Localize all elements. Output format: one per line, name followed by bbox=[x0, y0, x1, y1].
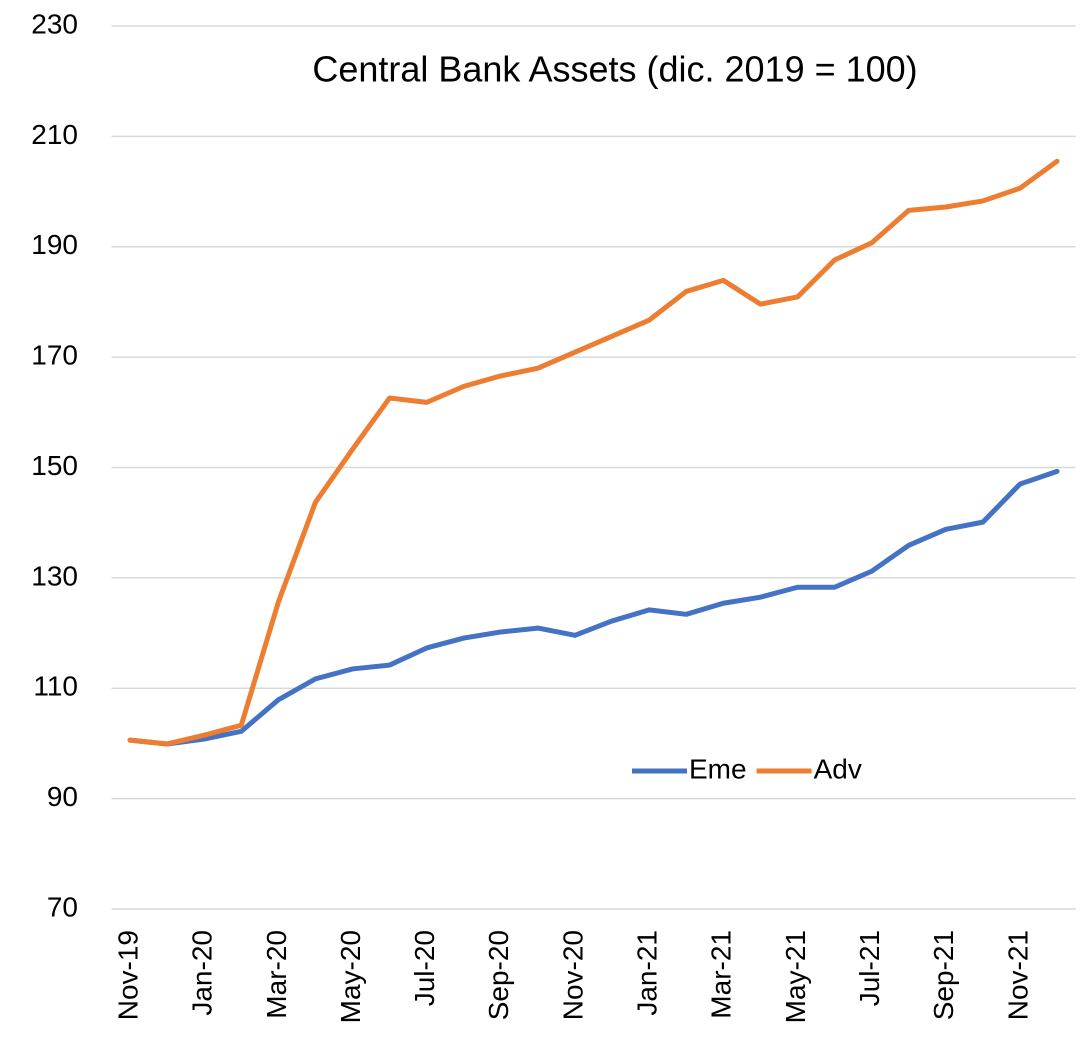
x-tick-label: Jul-20 bbox=[409, 930, 440, 1006]
y-tick-label: 170 bbox=[31, 340, 78, 371]
legend-label: Eme bbox=[689, 753, 747, 784]
x-tick-label: Nov-20 bbox=[557, 930, 588, 1020]
chart-title: Central Bank Assets (dic. 2019 = 100) bbox=[312, 49, 917, 90]
x-tick-label: May-21 bbox=[780, 930, 811, 1023]
x-tick-label: May-20 bbox=[335, 930, 366, 1023]
x-tick-label: Sep-21 bbox=[928, 930, 959, 1020]
y-tick-label: 150 bbox=[31, 450, 78, 481]
y-tick-label: 190 bbox=[31, 229, 78, 260]
y-tick-label: 130 bbox=[31, 560, 78, 591]
x-tick-label: Jan-21 bbox=[632, 930, 663, 1016]
line-series bbox=[127, 158, 1060, 747]
line-series bbox=[127, 468, 1060, 747]
y-tick-label: 70 bbox=[47, 891, 78, 922]
x-tick-label: Mar-21 bbox=[706, 930, 737, 1019]
x-tick-label: Sep-20 bbox=[483, 930, 514, 1020]
x-tick-label: Mar-20 bbox=[261, 930, 292, 1019]
y-tick-label: 110 bbox=[33, 671, 78, 702]
y-tick-label: 230 bbox=[31, 8, 78, 39]
x-tick-label: Jan-20 bbox=[187, 930, 218, 1016]
legend-label: Adv bbox=[814, 753, 862, 784]
y-tick-label: 90 bbox=[47, 781, 78, 812]
x-tick-label: Nov-19 bbox=[112, 930, 143, 1020]
x-tick-label: Nov-21 bbox=[1002, 930, 1033, 1020]
y-tick-label: 210 bbox=[31, 119, 78, 150]
x-tick-label: Jul-21 bbox=[854, 930, 885, 1006]
